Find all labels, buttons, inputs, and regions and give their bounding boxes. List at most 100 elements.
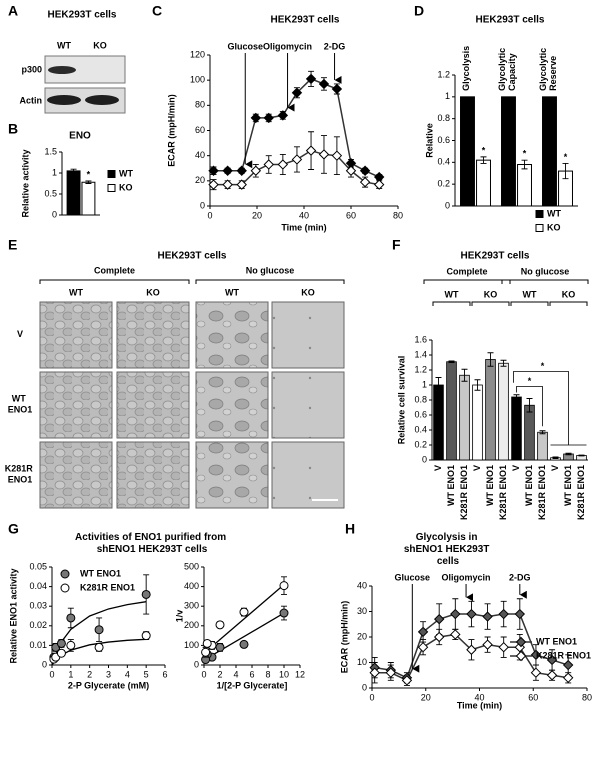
bar bbox=[446, 361, 457, 461]
y-tick-label: 1.2 bbox=[414, 364, 427, 374]
bracket bbox=[471, 301, 510, 306]
y-tick-label: 0.4 bbox=[437, 157, 450, 167]
significance: * bbox=[482, 145, 486, 155]
x-tick-label: 2 bbox=[87, 669, 92, 679]
point bbox=[279, 608, 289, 618]
bar bbox=[460, 96, 475, 207]
subgroup-label: WT bbox=[523, 289, 537, 299]
text-line: ENO1 bbox=[8, 405, 33, 415]
point bbox=[417, 626, 429, 638]
point bbox=[250, 112, 262, 124]
x-tick-label: V bbox=[433, 465, 443, 471]
x-tick-label: WT ENO1 bbox=[446, 465, 456, 506]
y-tick-label: 100 bbox=[184, 640, 199, 650]
group-label: No glucose bbox=[521, 266, 570, 276]
y-tick-label: 100 bbox=[190, 75, 205, 85]
point bbox=[466, 608, 477, 620]
y-tick-label: 0.02 bbox=[29, 620, 47, 630]
legend-swatch bbox=[107, 170, 116, 178]
bracket bbox=[432, 301, 471, 306]
text-line: Capacity bbox=[508, 53, 518, 91]
legend-swatch bbox=[535, 224, 544, 232]
genotype-label: KO bbox=[301, 287, 315, 297]
micrograph bbox=[39, 371, 113, 439]
point bbox=[236, 179, 247, 190]
point bbox=[482, 639, 493, 650]
point bbox=[433, 613, 445, 625]
micrograph bbox=[116, 301, 190, 369]
subgroup-label: WT bbox=[445, 289, 459, 299]
point bbox=[530, 667, 542, 678]
error-bar bbox=[578, 454, 585, 457]
legend-label: K281R ENO1 bbox=[80, 582, 135, 592]
point bbox=[94, 642, 104, 652]
x-tick-label: 0 bbox=[201, 669, 206, 679]
text-line: shENO1 HEK293T cells bbox=[97, 544, 208, 555]
row-label: V bbox=[17, 329, 23, 339]
bar bbox=[511, 396, 522, 461]
x-axis-label: Time (min) bbox=[457, 700, 502, 710]
bracket bbox=[510, 301, 549, 306]
fit-line bbox=[203, 612, 285, 661]
x-tick-label: 80 bbox=[393, 210, 403, 220]
x-axis-label: Time (min) bbox=[281, 222, 326, 232]
chart-title: HEK293T cells bbox=[271, 15, 340, 26]
legend-marker bbox=[60, 569, 70, 579]
text-line: V bbox=[17, 329, 23, 339]
point bbox=[141, 589, 151, 599]
annotation-label: 2-DG bbox=[324, 41, 346, 51]
error-bar bbox=[552, 456, 559, 459]
panel-label: C bbox=[152, 3, 162, 19]
micrograph bbox=[271, 441, 345, 509]
x-tick-label: V bbox=[550, 465, 560, 471]
chart-title: Activities of ENO1 purified from shENO1 … bbox=[75, 532, 229, 555]
x-tick-label: K281R ENO1 bbox=[537, 465, 547, 520]
y-tick-label: 1 bbox=[422, 379, 427, 389]
x-tick-label: 60 bbox=[528, 692, 538, 702]
y-tick-label: 0.8 bbox=[414, 394, 427, 404]
legend-label: K281R ENO1 bbox=[536, 650, 591, 660]
x-tick-label: 4 bbox=[125, 669, 130, 679]
y-tick-label: 0.6 bbox=[437, 135, 450, 145]
error-bar bbox=[562, 162, 569, 180]
subgroup-label: KO bbox=[562, 289, 576, 299]
error-bar bbox=[448, 360, 455, 363]
x-tick-label: 80 bbox=[582, 692, 592, 702]
point bbox=[263, 112, 274, 124]
micrograph bbox=[195, 371, 269, 439]
bar bbox=[485, 359, 496, 461]
annotation-label: Oligomycin bbox=[442, 572, 491, 582]
y-tick-label: 0.4 bbox=[414, 424, 427, 434]
x-tick-label: 6 bbox=[162, 669, 167, 679]
genotype-label: WT bbox=[225, 287, 239, 297]
point bbox=[318, 78, 330, 90]
point bbox=[562, 672, 574, 684]
y-axis-label: Relative activity bbox=[20, 149, 30, 217]
point bbox=[141, 631, 151, 641]
legend-swatch bbox=[107, 184, 116, 192]
blot-row: Actin bbox=[20, 95, 43, 105]
y-axis-label: ECAR (mpH/min) bbox=[166, 94, 176, 167]
row-label: WT ENO1 bbox=[8, 394, 33, 415]
blot-column: KO bbox=[93, 40, 107, 50]
y-tick-label: 0.5 bbox=[44, 188, 57, 198]
significance: * bbox=[528, 376, 532, 386]
y-axis-label: Relative ENO1 activity bbox=[8, 568, 18, 663]
x-tick-label: V bbox=[511, 465, 521, 471]
bar bbox=[498, 362, 509, 461]
legend-swatch bbox=[535, 210, 544, 218]
bar bbox=[472, 384, 483, 461]
x-tick-label: K281R ENO1 bbox=[498, 465, 508, 520]
y-tick-label: 0.01 bbox=[29, 640, 47, 650]
text-line: ENO1 bbox=[8, 475, 33, 485]
error-bar bbox=[521, 159, 528, 170]
y-tick-label: 0.05 bbox=[29, 561, 47, 571]
point bbox=[562, 659, 574, 671]
bracket bbox=[39, 279, 190, 284]
point bbox=[514, 608, 526, 620]
significance-bracket bbox=[513, 371, 587, 446]
bar bbox=[459, 374, 470, 461]
x-tick-label: 60 bbox=[346, 210, 356, 220]
point bbox=[56, 648, 66, 658]
